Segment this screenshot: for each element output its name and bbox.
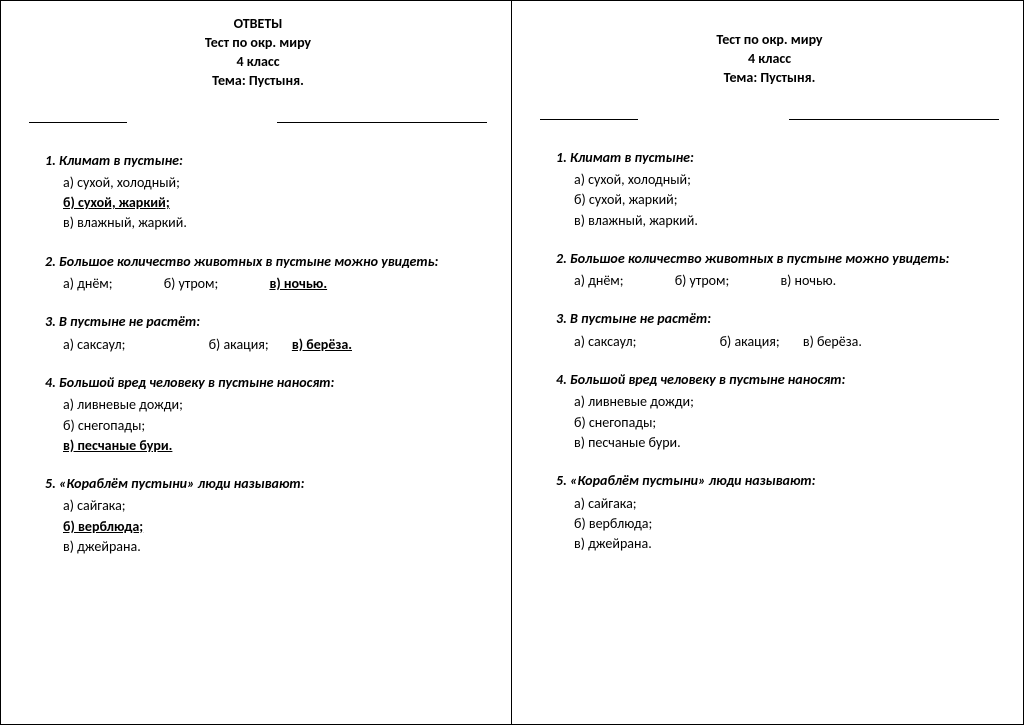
q2-text: Большое количество животных в пустыне мо… (570, 250, 949, 267)
q2-opt-a: а) днём; (574, 271, 624, 291)
question-2: 2. Большое количество животных в пустыне… (556, 249, 999, 292)
q3-opt-a: а) саксаул; (574, 332, 636, 352)
q4-number: 4. (45, 374, 56, 391)
header-super: ОТВЕТЫ (29, 15, 487, 34)
q2-opt-b: б) утром; (164, 274, 219, 294)
q4-options: а) ливневые дожди; б) снегопады; в) песч… (556, 392, 999, 453)
question-3: 3. В пустыне не растёт: а) саксаул; б) а… (556, 309, 999, 352)
header-line1: Тест по окр. миру (540, 31, 999, 50)
q1-opt-c: в) влажный, жаркий. (63, 213, 487, 233)
q5-opt-b: б) верблюда; (574, 514, 999, 534)
q3-opt-b: б) акация; (209, 335, 269, 355)
q5-options: а) сайгака; б) верблюда; в) джейрана. (556, 494, 999, 555)
q3-text: В пустыне не растёт: (570, 310, 711, 327)
blank-short (540, 106, 638, 120)
q5-opt-c: в) джейрана. (574, 534, 999, 554)
q5-opt-a: а) сайгака; (63, 496, 487, 516)
question-1: 1. Климат в пустыне: а) сухой, холодный;… (556, 148, 999, 231)
q5-number: 5. (45, 475, 56, 492)
q2-text: Большое количество животных в пустыне мо… (59, 253, 438, 270)
name-date-blanks (29, 109, 487, 123)
question-list: 1. Климат в пустыне: а) сухой, холодный;… (29, 151, 487, 558)
question-list: 1. Климат в пустыне: а) сухой, холодный;… (540, 148, 999, 555)
q4-number: 4. (556, 371, 567, 388)
header-line1: Тест по окр. миру (29, 34, 487, 53)
q1-text: Климат в пустыне: (59, 152, 183, 169)
q4-opt-b: б) снегопады; (574, 413, 999, 433)
left-header: ОТВЕТЫ Тест по окр. миру 4 класс Тема: П… (29, 15, 487, 91)
header-line2: 4 класс (540, 50, 999, 69)
q3-opt-a: а) саксаул; (63, 335, 125, 355)
q3-opt-c-answer: в) берёза. (292, 335, 352, 355)
question-1: 1. Климат в пустыне: а) сухой, холодный;… (45, 151, 487, 234)
q4-opt-a: а) ливневые дожди; (574, 392, 999, 412)
question-3: 3. В пустыне не растёт: а) саксаул; б) а… (45, 312, 487, 355)
question-5: 5. «Кораблём пустыни» люди называют: а) … (45, 474, 487, 557)
q1-opt-b: б) сухой, жаркий; (574, 190, 999, 210)
q3-options: а) саксаул; б) акация; в) берёза. (556, 332, 999, 352)
q2-opt-b: б) утром; (675, 271, 730, 291)
q4-options: а) ливневые дожди; б) снегопады; в) песч… (45, 395, 487, 456)
q1-options: а) сухой, холодный; б) сухой, жаркий; в)… (556, 170, 999, 231)
q2-opt-c-answer: в) ночью. (269, 274, 327, 294)
q5-options: а) сайгака; б) верблюда; в) джейрана. (45, 496, 487, 557)
question-4: 4. Большой вред человеку в пустыне нанос… (45, 373, 487, 456)
q4-text: Большой вред человеку в пустыне наносят: (59, 374, 334, 391)
blank-long (789, 106, 999, 120)
q1-number: 1. (556, 149, 567, 166)
q4-opt-b: б) снегопады; (63, 416, 487, 436)
right-header: Тест по окр. миру 4 класс Тема: Пустыня. (540, 31, 999, 88)
q1-opt-a: а) сухой, холодный; (63, 173, 487, 193)
q4-text: Большой вред человеку в пустыне наносят: (570, 371, 845, 388)
q5-opt-a: а) сайгака; (574, 494, 999, 514)
name-date-blanks (540, 106, 999, 120)
q1-options: а) сухой, холодный; б) сухой, жаркий; в)… (45, 173, 487, 234)
q5-text: «Кораблём пустыни» люди называют: (59, 475, 305, 492)
q4-opt-c-answer: в) песчаные бури. (63, 436, 487, 456)
q1-text: Климат в пустыне: (570, 149, 694, 166)
q4-opt-c: в) песчаные бури. (574, 433, 999, 453)
q3-text: В пустыне не растёт: (59, 313, 200, 330)
question-2: 2. Большое количество животных в пустыне… (45, 252, 487, 295)
q1-opt-a: а) сухой, холодный; (574, 170, 999, 190)
q2-options: а) днём; б) утром; в) ночью. (556, 271, 999, 291)
blank-short (29, 109, 127, 123)
q1-opt-b-answer: б) сухой, жаркий; (63, 193, 487, 213)
q2-options: а) днём; б) утром; в) ночью. (45, 274, 487, 294)
q3-opt-b: б) акация; (720, 332, 780, 352)
q3-options: а) саксаул; б) акация; в) берёза. (45, 335, 487, 355)
q1-number: 1. (45, 152, 56, 169)
q5-text: «Кораблём пустыни» люди называют: (570, 472, 816, 489)
q5-opt-c: в) джейрана. (63, 537, 487, 557)
question-5: 5. «Кораблём пустыни» люди называют: а) … (556, 471, 999, 554)
q2-opt-a: а) днём; (63, 274, 113, 294)
q5-opt-b-answer: б) верблюда; (63, 517, 487, 537)
q3-number: 3. (45, 313, 56, 330)
question-4: 4. Большой вред человеку в пустыне нанос… (556, 370, 999, 453)
worksheet: ОТВЕТЫ Тест по окр. миру 4 класс Тема: П… (0, 0, 1024, 725)
q2-opt-c: в) ночью. (780, 271, 836, 291)
header-line3: Тема: Пустыня. (540, 69, 999, 88)
answers-column: ОТВЕТЫ Тест по окр. миру 4 класс Тема: П… (1, 1, 512, 724)
header-line2: 4 класс (29, 53, 487, 72)
header-line3: Тема: Пустыня. (29, 72, 487, 91)
blank-long (277, 109, 487, 123)
q3-number: 3. (556, 310, 567, 327)
q5-number: 5. (556, 472, 567, 489)
q3-opt-c: в) берёза. (803, 332, 862, 352)
test-column: Тест по окр. миру 4 класс Тема: Пустыня.… (512, 1, 1023, 724)
q2-number: 2. (556, 250, 567, 267)
q2-number: 2. (45, 253, 56, 270)
q1-opt-c: в) влажный, жаркий. (574, 211, 999, 231)
q4-opt-a: а) ливневые дожди; (63, 395, 487, 415)
